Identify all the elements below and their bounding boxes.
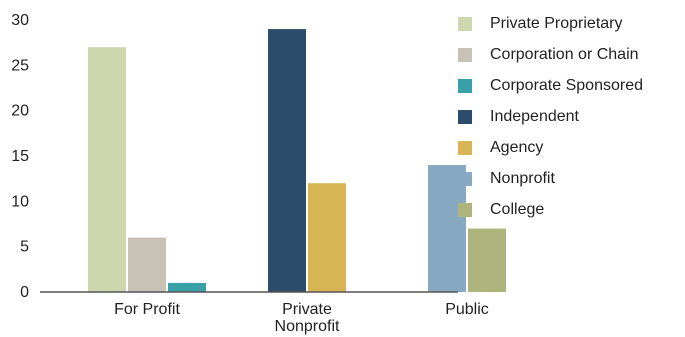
bar-private-proprietary bbox=[88, 47, 126, 293]
x-category-label: Public bbox=[445, 301, 489, 318]
legend-label: Corporate Sponsored bbox=[490, 77, 643, 94]
bar-nonprofit bbox=[428, 165, 466, 292]
x-category-label: For Profit bbox=[114, 301, 180, 318]
y-axis-ticks: 0 5 10 15 20 25 30 bbox=[11, 12, 29, 301]
y-tick-label: 10 bbox=[11, 193, 29, 210]
legend-swatch bbox=[458, 141, 472, 155]
bars bbox=[88, 29, 506, 293]
legend-label: College bbox=[490, 201, 545, 218]
y-tick-label: 0 bbox=[20, 284, 29, 301]
bar-corporation-or-chain bbox=[128, 237, 166, 292]
y-tick-label: 5 bbox=[20, 239, 29, 256]
bar-college bbox=[468, 228, 506, 292]
legend-label: Nonprofit bbox=[490, 170, 555, 187]
y-tick-label: 30 bbox=[11, 12, 29, 29]
x-axis-labels: For Profit Private Nonprofit Public bbox=[114, 301, 489, 335]
y-tick-label: 15 bbox=[11, 148, 29, 165]
legend-label: Private Proprietary bbox=[490, 15, 623, 32]
legend-swatch bbox=[458, 110, 472, 124]
legend-label: Corporation or Chain bbox=[490, 46, 639, 63]
y-tick-label: 25 bbox=[11, 57, 29, 74]
y-tick-label: 20 bbox=[11, 103, 29, 120]
x-category-label: Private Nonprofit bbox=[275, 301, 340, 335]
legend-swatch bbox=[458, 172, 472, 186]
bar-corporate-sponsored bbox=[168, 282, 206, 292]
legend-swatch bbox=[458, 79, 472, 93]
bar-agency bbox=[308, 183, 346, 292]
legend-swatch bbox=[458, 203, 472, 217]
legend-swatch bbox=[458, 48, 472, 62]
legend-swatch bbox=[458, 17, 472, 31]
legend-label: Agency bbox=[490, 139, 544, 156]
bar-independent bbox=[268, 29, 306, 293]
legend-label: Independent bbox=[490, 108, 579, 125]
